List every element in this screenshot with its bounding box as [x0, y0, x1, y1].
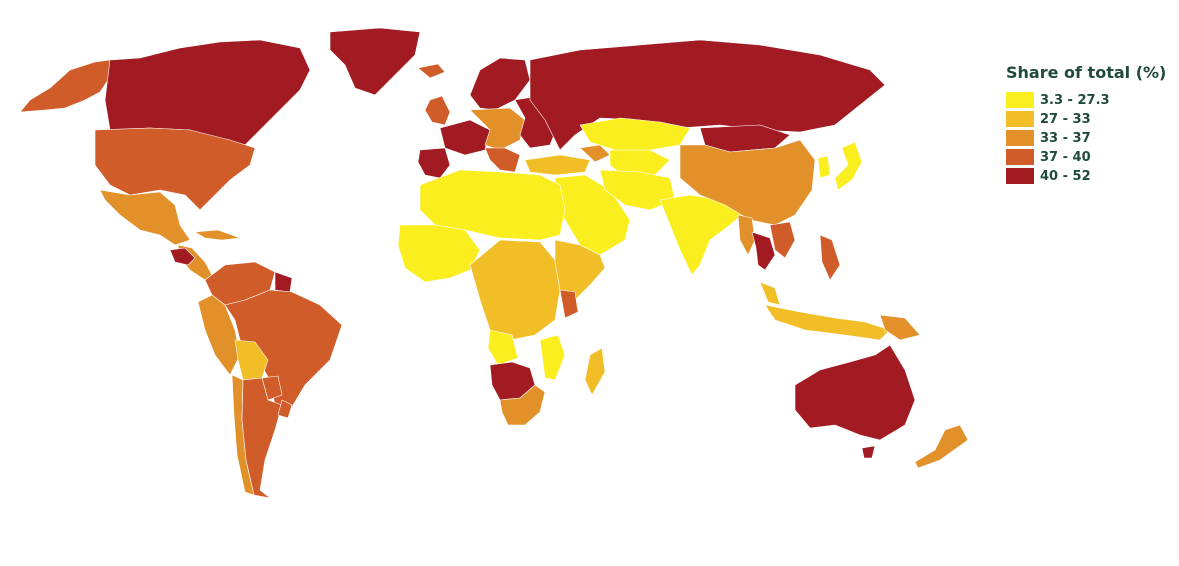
australia	[794, 344, 916, 441]
iberia	[417, 147, 451, 179]
legend: Share of total (%) 3.3 - 27.3 27 - 33 33…	[1006, 63, 1166, 186]
legend-title: Share of total (%)	[1006, 63, 1167, 82]
angola	[487, 329, 519, 366]
united-states	[94, 127, 256, 211]
legend-label: 27 - 33	[1040, 111, 1091, 127]
legend-swatch	[1006, 130, 1034, 146]
china	[679, 139, 816, 226]
uk-ireland	[424, 95, 451, 126]
thailand	[751, 231, 776, 271]
legend-item: 40 - 52	[1006, 167, 1166, 185]
malaysia	[759, 281, 781, 306]
legend-item: 27 - 33	[1006, 110, 1166, 128]
legend-label: 37 - 40	[1040, 149, 1091, 165]
argentina	[241, 377, 283, 499]
turkey	[524, 154, 591, 176]
legend-label: 40 - 52	[1040, 168, 1091, 184]
papua-new-guinea	[879, 314, 921, 341]
legend-item: 3.3 - 27.3	[1006, 91, 1166, 109]
mexico	[99, 189, 191, 246]
legend-label: 3.3 - 27.3	[1040, 92, 1110, 108]
new-zealand	[914, 424, 969, 469]
central-europe	[469, 107, 526, 151]
west-africa	[397, 224, 481, 283]
uruguay	[277, 399, 293, 419]
iceland	[417, 63, 446, 79]
madagascar	[584, 347, 606, 396]
legend-item: 33 - 37	[1006, 129, 1166, 147]
tasmania	[861, 445, 876, 459]
south-africa	[499, 384, 546, 426]
guatemala-honduras	[169, 247, 196, 266]
korea	[817, 155, 831, 179]
mozambique	[539, 334, 566, 381]
russia	[529, 39, 886, 151]
legend-swatch	[1006, 168, 1034, 184]
vietnam-laos	[769, 221, 796, 259]
legend-item: 37 - 40	[1006, 148, 1166, 166]
central-africa	[469, 239, 561, 341]
legend-label: 33 - 37	[1040, 130, 1091, 146]
indonesia	[764, 304, 891, 341]
western-europe	[439, 119, 491, 156]
legend-swatch	[1006, 111, 1034, 127]
myanmar	[737, 214, 756, 256]
greenland	[329, 27, 421, 96]
legend-swatch	[1006, 92, 1034, 108]
philippines	[819, 234, 841, 281]
legend-swatch	[1006, 149, 1034, 165]
cuba	[194, 229, 241, 241]
guianas	[274, 271, 293, 293]
balkans	[484, 147, 521, 173]
east-africa	[554, 239, 606, 301]
alaska	[19, 59, 111, 113]
japan	[834, 141, 863, 191]
kenya	[559, 289, 579, 319]
